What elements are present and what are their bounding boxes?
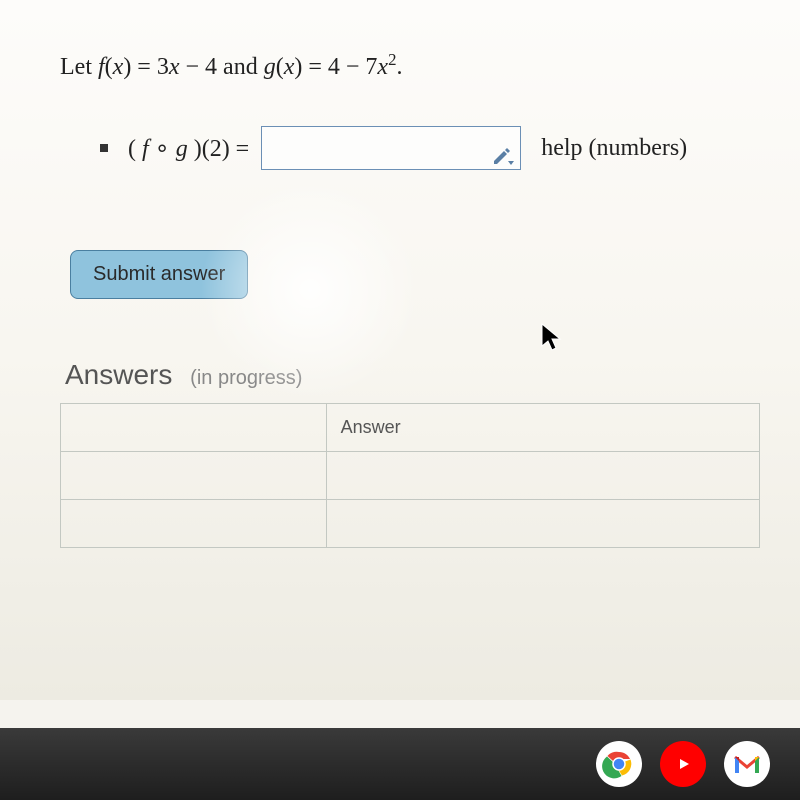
table-cell xyxy=(61,500,327,548)
question-row: ( f ∘ g )(2) = help (numbers) xyxy=(100,126,760,170)
answers-heading: Answers (in progress) xyxy=(65,359,760,391)
gmail-icon[interactable] xyxy=(724,741,770,787)
prompt-prefix: Let xyxy=(60,54,98,80)
table-cell xyxy=(326,500,759,548)
chrome-icon[interactable] xyxy=(596,741,642,787)
table-cell xyxy=(326,452,759,500)
bullet-icon xyxy=(100,144,108,152)
taskbar xyxy=(0,728,800,800)
answers-status: (in progress) xyxy=(190,367,302,389)
submit-answer-button[interactable]: Submit answer xyxy=(70,250,248,299)
answer-input-wrap xyxy=(261,126,521,170)
table-cell xyxy=(61,452,327,500)
table-header-empty xyxy=(61,404,327,452)
answers-table: Answer xyxy=(60,403,760,548)
table-header-row: Answer xyxy=(61,404,760,452)
youtube-icon[interactable] xyxy=(660,741,706,787)
help-numbers-link[interactable]: help (numbers) xyxy=(541,135,687,162)
answers-title: Answers xyxy=(65,359,172,390)
table-row xyxy=(61,452,760,500)
f-definition: f(x) = 3x − 4 xyxy=(98,54,217,80)
table-header-answer: Answer xyxy=(326,404,759,452)
answer-input[interactable] xyxy=(261,126,521,170)
problem-area: Let f(x) = 3x − 4 and g(x) = 4 − 7x2. ( … xyxy=(0,0,800,700)
cursor-icon xyxy=(540,322,564,357)
and-text: and xyxy=(223,54,264,80)
composition-expression: ( f ∘ g )(2) = xyxy=(128,134,249,163)
table-row xyxy=(61,500,760,548)
problem-prompt: Let f(x) = 3x − 4 and g(x) = 4 − 7x2. xyxy=(60,50,760,81)
g-definition: g(x) = 4 − 7x2 xyxy=(264,54,397,80)
